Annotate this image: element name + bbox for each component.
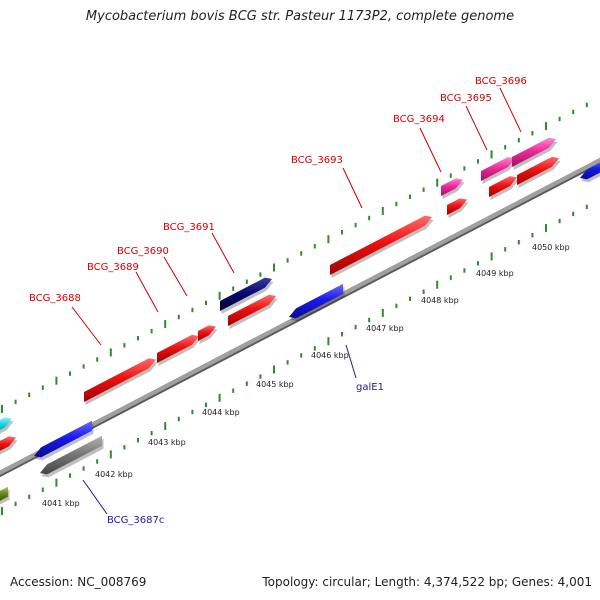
gene-arrow-bcg-3694a <box>441 178 465 199</box>
gene-label-bcg-3690: BCG_3690 <box>117 246 169 257</box>
leader-bcg-3694 <box>419 127 442 173</box>
genome-backbone <box>0 157 600 478</box>
gene-arrow-bcg-3695b-body <box>489 176 517 197</box>
gene-arrow-bcg-3690 <box>198 325 218 344</box>
gene-arrow-bcg-3695a-body <box>481 157 515 181</box>
gene-arrow-bcg-3688-body <box>84 358 156 402</box>
gene-arrow-right-blue <box>580 162 600 183</box>
gene-label-gale1: galE1 <box>356 382 384 393</box>
gene-arrow-navy <box>220 277 274 314</box>
scale-labels: 4041 kbp 4042 kbp 4043 kbp 4044 kbp 4045… <box>42 243 570 508</box>
scale-label-4046: 4046 kbp <box>311 351 349 360</box>
gene-arrow-bcg-3691 <box>228 294 278 329</box>
gene-arrow-gray <box>40 435 104 478</box>
gene-arrow-bcg-3696b-body <box>517 156 559 185</box>
gene-labels: BCG_3688 BCG_3689 BCG_3690 BCG_3691 BCG_… <box>29 76 527 526</box>
map-title: Mycobacterium bovis BCG str. Pasteur 117… <box>85 9 515 24</box>
gene-arrow-bcg-3694b <box>447 198 469 218</box>
gene-arrow-bcg-3689 <box>157 334 201 366</box>
gene-arrow-bcg-3694a-body <box>441 178 463 196</box>
gene-arrow-left-red-body <box>0 436 16 451</box>
leader-bcg-3690 <box>163 256 188 297</box>
gene-label-bcg-3688: BCG_3688 <box>29 293 81 304</box>
gene-arrow-left-olive-body <box>0 486 8 501</box>
leader-bcg-3688 <box>71 306 102 346</box>
scale-label-4050: 4050 kbp <box>532 243 570 252</box>
gene-arrow-bcg-3694b-body <box>447 198 467 215</box>
leader-bcg-3693 <box>342 167 363 209</box>
scale-label-4047: 4047 kbp <box>366 324 404 333</box>
gene-arrow-bcg-3693 <box>330 215 434 278</box>
gene-arrow-left-red <box>0 436 18 455</box>
gene-arrow-bcg-3687c-body <box>34 420 92 458</box>
gene-arrow-left-olive <box>0 486 10 505</box>
scale-label-4043: 4043 kbp <box>148 438 186 447</box>
backbone-line <box>0 157 600 476</box>
gene-arrow-right-blue-body <box>580 162 600 180</box>
scale-label-4049: 4049 kbp <box>476 269 514 278</box>
gene-label-bcg-3691: BCG_3691 <box>163 222 215 233</box>
gene-arrow-gale1-body <box>289 283 343 319</box>
gene-arrow-bcg-3695b <box>489 176 519 200</box>
leader-gale1 <box>345 344 357 379</box>
scale-label-4048: 4048 kbp <box>421 296 459 305</box>
gene-arrow-bcg-3696a-body <box>512 137 556 167</box>
gene-arrow-bcg-3694a-shadow <box>442 181 465 199</box>
genome-summary-text: Topology: circular; Length: 4,374,522 bp… <box>262 575 592 589</box>
gene-arrow-bcg-3693-body <box>330 215 432 275</box>
scale-label-4044: 4044 kbp <box>202 408 240 417</box>
gene-arrow-bcg-3696b <box>517 156 561 188</box>
leader-bcg-3689 <box>135 271 159 313</box>
gene-arrow-gray-body <box>40 435 102 475</box>
scale-label-4041: 4041 kbp <box>42 499 80 508</box>
gene-arrow-bcg-3687c <box>34 420 94 461</box>
tick-row-outer <box>1 102 588 413</box>
gene-label-bcg-3696: BCG_3696 <box>475 76 527 87</box>
gene-features <box>0 137 600 505</box>
gene-arrow-bcg-3691-body <box>228 294 276 326</box>
gene-label-bcg-3687c: BCG_3687c <box>107 515 164 526</box>
leader-bcg-3687c <box>82 479 108 515</box>
gene-arrow-bcg-3689-body <box>157 334 199 363</box>
gene-arrow-left-cyan-body <box>0 417 12 430</box>
gene-arrow-gale1 <box>289 283 345 322</box>
gene-label-bcg-3695: BCG_3695 <box>440 93 492 104</box>
leader-bcg-3695 <box>465 105 488 151</box>
scale-label-4045: 4045 kbp <box>256 380 294 389</box>
gene-arrow-bcg-3690-body <box>198 325 216 341</box>
gene-arrow-bcg-3688 <box>84 358 158 405</box>
gene-arrow-left-cyan <box>0 417 14 434</box>
tick-row-inner <box>1 204 588 515</box>
gene-arrow-bcg-3696a <box>512 137 558 170</box>
gene-arrow-navy-body <box>220 277 272 311</box>
gene-label-bcg-3694: BCG_3694 <box>393 114 445 125</box>
accession-text: Accession: NC_008769 <box>10 575 147 589</box>
leader-bcg-3696 <box>499 87 522 133</box>
leader-bcg-3691 <box>211 232 235 274</box>
gene-label-bcg-3693: BCG_3693 <box>291 155 343 166</box>
gene-label-bcg-3689: BCG_3689 <box>87 262 139 273</box>
gene-arrow-bcg-3695a <box>481 157 517 184</box>
gene-arrow-bcg-3695b-shadow <box>490 179 519 200</box>
scale-label-4042: 4042 kbp <box>95 470 133 479</box>
